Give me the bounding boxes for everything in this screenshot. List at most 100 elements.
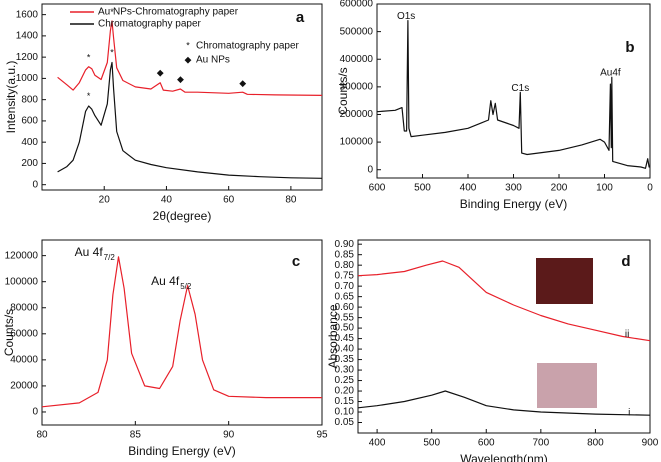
y-tick-label: 100000 bbox=[5, 276, 39, 287]
y-tick-label: 40000 bbox=[10, 354, 38, 365]
y-tick-label: 0.15 bbox=[335, 396, 355, 407]
peak-marker: ◆ bbox=[177, 74, 184, 84]
peak-marker: * bbox=[87, 53, 91, 63]
y-tick-label: 0.25 bbox=[335, 375, 355, 386]
annotation-subscript: 5/2 bbox=[180, 282, 192, 291]
x-tick-label: 95 bbox=[316, 430, 328, 441]
y-tick-label: 20000 bbox=[10, 381, 38, 392]
x-tick-label: 300 bbox=[505, 183, 522, 194]
y-tick-label: 0 bbox=[32, 407, 38, 418]
y-tick-label: 0.55 bbox=[335, 312, 355, 323]
x-tick-label: 80 bbox=[285, 195, 297, 206]
annotation: Au 4f bbox=[151, 274, 180, 288]
series-line bbox=[357, 390, 651, 416]
y-tick-label: 800 bbox=[21, 94, 38, 105]
panel-label: d bbox=[621, 253, 630, 270]
peak-marker: * bbox=[87, 91, 91, 101]
y-tick-label: 300000 bbox=[340, 81, 374, 92]
y-tick-label: 0.40 bbox=[335, 344, 355, 355]
annotation: i bbox=[628, 408, 630, 419]
y-axis-label: Counts/s bbox=[336, 67, 350, 114]
y-tick-label: 0.45 bbox=[335, 333, 355, 344]
x-tick-label: 900 bbox=[642, 438, 659, 449]
peak-marker: ◆ bbox=[157, 67, 164, 77]
y-tick-label: 0 bbox=[32, 179, 38, 190]
x-tick-label: 400 bbox=[369, 438, 386, 449]
x-axis-label: Binding Energy (eV) bbox=[128, 444, 235, 458]
x-tick-label: 100 bbox=[596, 183, 613, 194]
y-tick-label: 0.85 bbox=[335, 249, 355, 260]
inset-photo bbox=[536, 258, 593, 304]
y-tick-label: 0.90 bbox=[335, 239, 355, 250]
annotation: Au 4f bbox=[75, 245, 104, 259]
plot-frame bbox=[357, 239, 651, 434]
annotation: O1s bbox=[397, 11, 415, 22]
x-tick-label: 0 bbox=[647, 183, 653, 194]
y-tick-label: 80000 bbox=[10, 302, 38, 313]
x-tick-label: 90 bbox=[223, 430, 235, 441]
x-tick-label: 80 bbox=[36, 430, 48, 441]
annotation: Au4f bbox=[600, 68, 621, 79]
series-line bbox=[41, 256, 322, 408]
y-tick-label: 120000 bbox=[5, 250, 39, 261]
x-tick-label: 60 bbox=[223, 195, 235, 206]
peak-marker: ◆ bbox=[239, 78, 246, 88]
y-tick-label: 0.70 bbox=[335, 281, 355, 292]
y-tick-label: 0.05 bbox=[335, 417, 355, 428]
legend-label: Chromatography paper bbox=[196, 41, 300, 52]
y-axis-label: Counts/s bbox=[2, 309, 16, 356]
x-tick-label: 600 bbox=[478, 438, 495, 449]
y-tick-label: 0.80 bbox=[335, 260, 355, 271]
x-tick-label: 700 bbox=[532, 438, 549, 449]
y-tick-label: 0.10 bbox=[335, 407, 355, 418]
panel-label: a bbox=[296, 9, 305, 26]
x-tick-label: 200 bbox=[551, 183, 568, 194]
x-tick-label: 600 bbox=[369, 183, 386, 194]
x-tick-label: 400 bbox=[460, 183, 477, 194]
y-tick-label: 600 bbox=[21, 116, 38, 127]
legend-symbol: ◆ bbox=[185, 54, 192, 64]
y-tick-label: 60000 bbox=[10, 328, 38, 339]
series-line bbox=[57, 61, 323, 179]
x-tick-label: 20 bbox=[99, 195, 111, 206]
y-tick-label: 0.65 bbox=[335, 291, 355, 302]
plot-frame bbox=[41, 239, 323, 426]
y-tick-label: 0 bbox=[367, 164, 373, 175]
x-tick-label: 500 bbox=[423, 438, 440, 449]
plot-frame bbox=[41, 3, 323, 191]
x-tick-label: 85 bbox=[130, 430, 142, 441]
series-line bbox=[376, 20, 650, 169]
x-tick-label: 500 bbox=[414, 183, 431, 194]
peak-marker: * bbox=[110, 7, 114, 17]
inset-photo bbox=[537, 363, 597, 408]
panel-label: c bbox=[292, 253, 300, 270]
legend-label: Au NPs bbox=[196, 55, 230, 66]
x-tick-label: 40 bbox=[161, 195, 173, 206]
y-tick-label: 100000 bbox=[340, 137, 374, 148]
panel-label: b bbox=[625, 39, 634, 56]
legend-label: Chromatography paper bbox=[98, 19, 202, 30]
annotation: C1s bbox=[511, 83, 529, 94]
y-tick-label: 1200 bbox=[16, 52, 39, 63]
y-tick-label: 400000 bbox=[340, 54, 374, 65]
y-axis-label: Intensity(a.u.) bbox=[4, 61, 18, 134]
y-tick-label: 0.60 bbox=[335, 302, 355, 313]
series-line bbox=[357, 260, 651, 342]
y-tick-label: 0.30 bbox=[335, 365, 355, 376]
y-tick-label: 500000 bbox=[340, 26, 374, 37]
y-tick-label: 200000 bbox=[340, 109, 374, 120]
y-tick-label: 0.50 bbox=[335, 323, 355, 334]
y-tick-label: 600000 bbox=[340, 0, 374, 10]
x-axis-label: Binding Energy (eV) bbox=[460, 197, 567, 211]
y-tick-label: 1000 bbox=[16, 73, 39, 84]
y-tick-label: 200 bbox=[21, 158, 38, 169]
x-axis-label: 2θ(degree) bbox=[153, 209, 212, 223]
peak-marker: * bbox=[110, 47, 114, 57]
legend-label: Au NPs-Chromatography paper bbox=[98, 7, 239, 18]
x-axis-label: Wavelength(nm) bbox=[460, 452, 548, 462]
x-tick-label: 800 bbox=[587, 438, 604, 449]
y-tick-label: 1400 bbox=[16, 31, 39, 42]
y-tick-label: 0.20 bbox=[335, 386, 355, 397]
y-tick-label: 0.75 bbox=[335, 270, 355, 281]
